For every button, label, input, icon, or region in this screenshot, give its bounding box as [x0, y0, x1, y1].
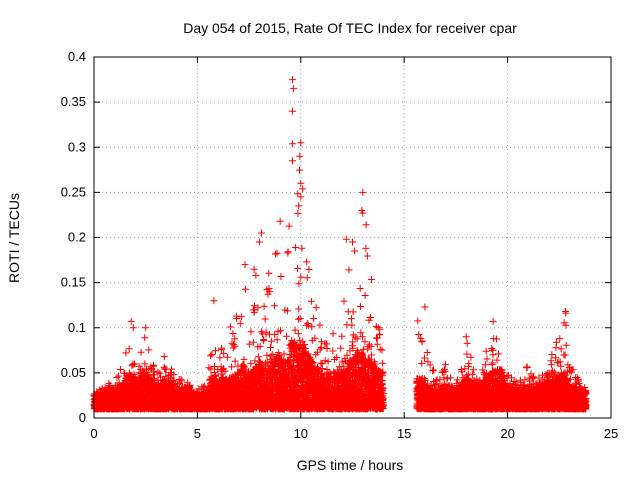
plot-frame — [93, 56, 612, 419]
y-tick-label: 0.1 — [68, 320, 86, 335]
y-tick-label: 0 — [79, 410, 86, 425]
x-tick-label: 0 — [90, 426, 97, 441]
x-tick-label: 10 — [294, 426, 308, 441]
y-axis-label: ROTI / TECUs — [6, 193, 22, 283]
grid-lines — [94, 57, 611, 418]
y-tick-label: 0.25 — [61, 184, 86, 199]
x-tick-label: 25 — [604, 426, 618, 441]
chart-title: Day 054 of 2015, Rate Of TEC Index for r… — [183, 20, 517, 36]
x-axis-label: GPS time / hours — [297, 457, 404, 473]
x-tick-label: 20 — [500, 426, 514, 441]
y-tick-label: 0.4 — [68, 49, 86, 64]
y-tick-label: 0.2 — [68, 230, 86, 245]
x-tick-label: 5 — [194, 426, 201, 441]
y-tick-label: 0.3 — [68, 139, 86, 154]
y-tick-label: 0.05 — [61, 365, 86, 380]
x-tick-label: 15 — [397, 426, 411, 441]
tick-labels: 0 5 10 15 20 25 0 0.05 0.1 0.15 0.2 0.25 0.3 0.35 0.4 — [61, 49, 619, 441]
y-tick-label: 0.35 — [61, 94, 86, 109]
y-tick-label: 0.15 — [61, 275, 86, 290]
